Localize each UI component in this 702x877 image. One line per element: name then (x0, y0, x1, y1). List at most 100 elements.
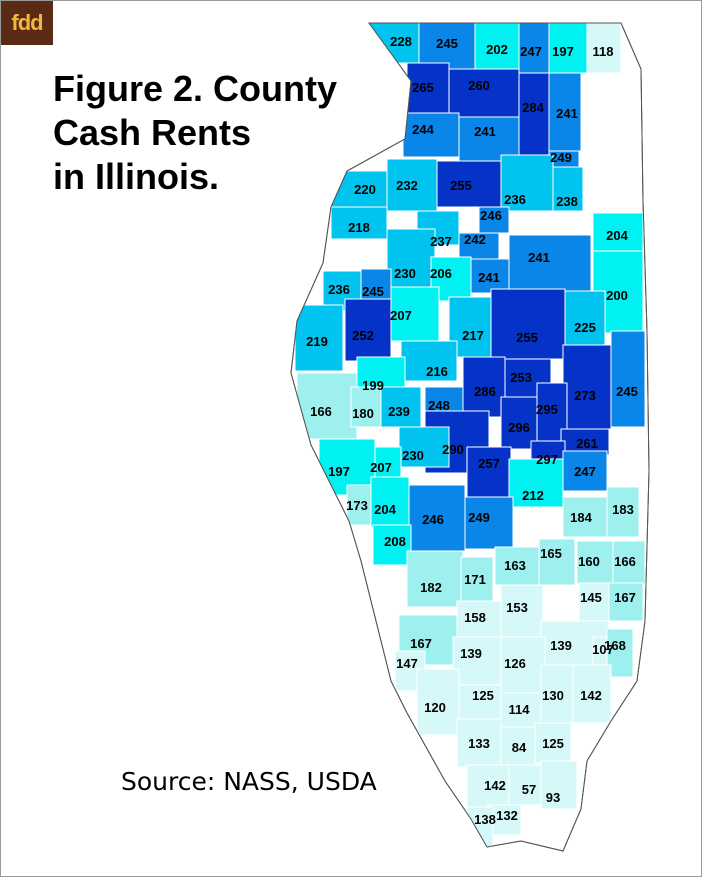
county-randolph (416, 668, 460, 736)
county-label-pope: 93 (546, 790, 560, 805)
county-label-ford: 225 (574, 320, 596, 335)
title-line-2: Cash Rents (53, 112, 252, 153)
county-label-adams: 166 (310, 404, 332, 419)
county-label-rock-island: 220 (354, 182, 376, 197)
county-mercer (330, 206, 388, 240)
county-label-franklin: 114 (509, 702, 531, 717)
county-label-jo-daviess: 228 (390, 34, 412, 49)
county-ogle (448, 68, 520, 118)
figure-title: Figure 2. County Cash Rents in Illinois. (53, 67, 337, 199)
county-bureau (436, 160, 502, 208)
county-hancock (294, 304, 344, 372)
county-cass (380, 386, 422, 428)
county-label-calhoun: 173 (346, 498, 368, 513)
county-label-tazewell: 217 (462, 328, 484, 343)
county-label-henry: 232 (396, 178, 418, 193)
county-label-vermilion: 245 (616, 384, 638, 399)
county-madison (406, 550, 464, 608)
county-macoupin (408, 484, 466, 552)
county-label-cumberland: 184 (570, 510, 592, 525)
county-jersey (372, 524, 412, 566)
county-label-jefferson: 126 (504, 656, 526, 671)
county-brown (350, 386, 382, 428)
county-label-jasper: 165 (540, 546, 562, 561)
county-whiteside (402, 112, 460, 158)
county-label-effingham: 163 (504, 558, 526, 573)
county-scott (370, 446, 402, 480)
county-label-cass: 239 (388, 404, 410, 419)
county-piatt (536, 382, 568, 444)
county-label-piatt: 295 (536, 402, 558, 417)
county-putnam (478, 206, 510, 234)
county-label-stephenson: 245 (436, 36, 458, 51)
county-label-clark: 183 (612, 502, 634, 517)
county-grundy (552, 166, 584, 212)
county-washington (452, 636, 506, 686)
county-label-dekalb: 284 (522, 100, 544, 115)
county-hamilton (540, 664, 574, 724)
county-crawford (576, 540, 614, 586)
county-label-marion: 153 (506, 600, 528, 615)
county-label-woodford: 241 (478, 270, 500, 285)
county-label-champaign: 273 (574, 388, 596, 403)
county-label-montgomery: 249 (468, 510, 490, 525)
county-ford (564, 290, 606, 346)
county-lawrence (608, 582, 644, 622)
county-white (572, 664, 612, 724)
title-line-3: in Illinois. (53, 156, 220, 197)
county-jefferson (500, 636, 546, 694)
county-clark (606, 486, 640, 538)
county-label-schuyler: 199 (362, 378, 384, 393)
county-kane (548, 72, 582, 152)
county-montgomery (464, 496, 514, 550)
county-label-putnam: 246 (480, 208, 502, 223)
county-label-crawford: 160 (578, 554, 600, 569)
county-label-lawrence: 167 (614, 590, 636, 605)
county-label-whiteside: 244 (412, 122, 434, 137)
county-woodford (470, 258, 510, 294)
county-label-henderson: 236 (328, 282, 350, 297)
county-label-mcdonough: 252 (352, 328, 374, 343)
county-label-scott: 207 (370, 460, 392, 475)
county-label-stark: 237 (430, 234, 452, 249)
county-layer (290, 22, 650, 852)
county-effingham (494, 546, 544, 586)
county-livingston (508, 234, 592, 292)
county-dewitt (504, 358, 552, 398)
county-label-williamson: 84 (512, 740, 527, 755)
county-label-kane: 241 (556, 106, 578, 121)
county-marshall (458, 232, 500, 262)
county-label-grundy: 238 (556, 194, 578, 209)
county-label-washington: 139 (460, 646, 482, 661)
county-franklin (500, 692, 542, 728)
county-fulton (390, 286, 440, 342)
county-label-edgar: 247 (574, 464, 596, 479)
county-label-bureau: 255 (450, 178, 472, 193)
county-label-lee: 241 (474, 124, 496, 139)
county-label-hancock: 219 (306, 334, 328, 349)
county-label-livingston: 241 (528, 250, 550, 265)
county-label-brown: 180 (352, 406, 374, 421)
county-label-macon: 296 (508, 420, 530, 435)
state-border (290, 22, 650, 852)
county-fills (294, 23, 646, 848)
county-stark (416, 210, 460, 246)
county-label-wabash: 168 (604, 638, 626, 653)
county-label-menard: 248 (428, 398, 450, 413)
source-note: Source: NASS, USDA (121, 767, 377, 796)
county-label-mclean: 255 (516, 330, 538, 345)
county-label-pulaski: 132 (496, 808, 518, 823)
county-label-lasalle: 236 (504, 192, 526, 207)
county-edgar (562, 450, 608, 492)
county-stephenson (418, 23, 476, 70)
county-label-dewitt: 253 (510, 370, 532, 385)
county-label-bond: 171 (464, 572, 486, 587)
county-label-marshall: 242 (464, 232, 486, 247)
county-label-fulton: 207 (390, 308, 412, 323)
county-henry (386, 158, 438, 212)
county-richland (578, 582, 610, 622)
county-jackson (456, 718, 502, 768)
county-label-shelby: 212 (522, 488, 544, 503)
county-label-kendall: 249 (550, 150, 572, 165)
